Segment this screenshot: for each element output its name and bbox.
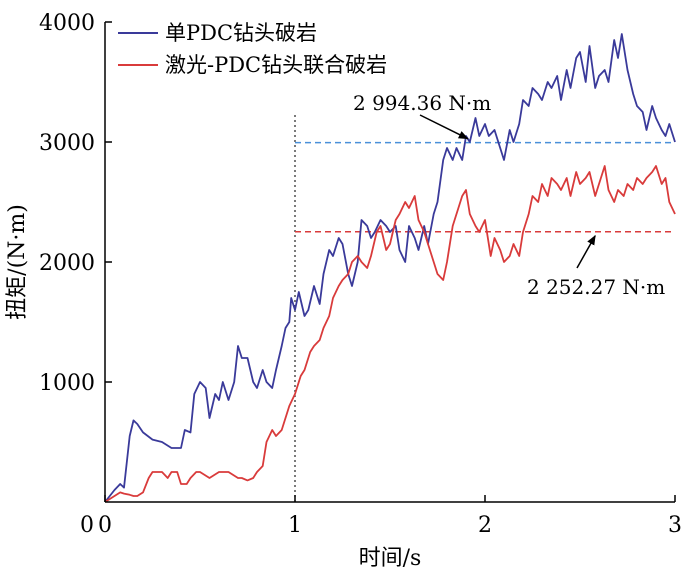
annotations: 2 994.36 N·m 2 252.27 N·m [353,91,665,299]
x-tick-label: 0 [98,513,112,538]
series-line-0 [104,33,676,503]
legend-label-laser: 激光-PDC钻头联合破岩 [165,53,387,77]
y-tick-label: 4000 [39,11,95,36]
legend: 单PDC钻头破岩 激光-PDC钻头联合破岩 [118,21,387,77]
x-tick-label: 2 [478,513,492,538]
x-axis-label: 时间/s [359,546,422,571]
x-tick-label: 1 [288,513,302,538]
reference-lines [294,112,675,502]
y-tick-label: 3000 [39,131,95,156]
annotation-arrow-laser [576,234,596,269]
series-lines [104,33,676,503]
x-tick-label: 3 [668,513,682,538]
legend-label-pdc: 单PDC钻头破岩 [165,21,317,45]
annotation-pdc-mean: 2 994.36 N·m [353,91,491,115]
axis-ticks: 0 1 2 3 1000 2000 3000 4000 0 [39,11,682,538]
y-axis-label: 扭矩/(N·m) [5,204,30,320]
y-tick-label: 1000 [39,371,95,396]
y-tick-label: 2000 [39,251,95,276]
annotation-laser-mean: 2 252.27 N·m [527,275,665,299]
annotation-arrow-pdc [419,114,469,140]
series-line-1 [104,165,676,503]
origin-tick-label: 0 [80,513,94,538]
